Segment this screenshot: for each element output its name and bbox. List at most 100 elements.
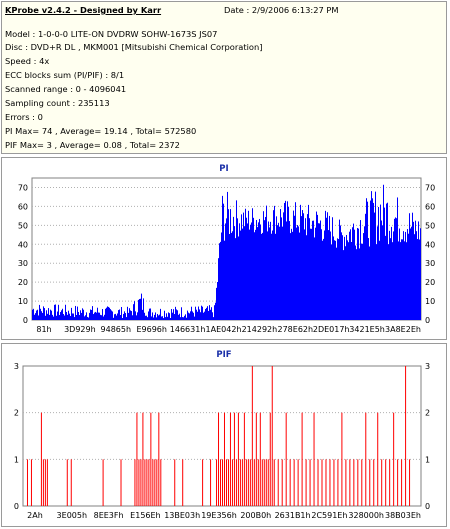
pi-bar [146,315,147,320]
pi-x-tick-label: E9696h [136,325,166,334]
pif-bar [40,412,42,506]
pi-bar [253,217,254,320]
pi-bar [239,223,240,320]
pi-bar [162,316,163,320]
pi-bar [102,309,103,320]
pi-bar [106,307,107,320]
pi-bar [234,226,235,320]
pi-bar [49,314,50,320]
pi-bar [359,248,360,320]
pi-bar [291,228,292,320]
pi-bar [116,315,117,320]
pi-bar [130,310,131,320]
pi-bar [64,315,65,320]
pif-bar [227,459,229,506]
pif-bar [255,412,257,506]
pi-bar [85,315,86,320]
pi-bar [344,236,345,320]
pif-bar [401,459,403,506]
pi-bar [293,210,294,320]
pif-bar [313,412,315,506]
pi-bar [119,309,120,320]
pi-bar [47,313,48,320]
pif-bar [361,459,363,506]
pi-bar [37,309,38,320]
pi-bar [76,314,77,320]
pi-bar [186,317,187,320]
pi-bar [135,311,136,320]
pi-bar [367,201,368,320]
pi-bar [183,317,184,320]
pi-bar [360,220,361,320]
app-title: KProbe v2.4.2 - Designed by Karr [5,5,162,15]
pif-x-tick-label: 13BE03h [164,511,200,520]
pi-bar [288,206,289,320]
pi-bar [314,237,315,320]
pi-bar [202,306,203,320]
pi-bar [203,312,204,320]
pi-bar [210,309,211,320]
pi-bar [264,220,265,320]
pif-bar [309,459,311,506]
pi-bar [336,247,337,320]
pi-bar [89,312,90,320]
pi-bar [391,226,392,320]
pif-x-tick-label: 3E005h [57,511,87,520]
pi-y-tick-left: 10 [18,297,28,306]
pi-bar [161,316,162,320]
pi-bar [140,298,141,320]
pi-bar [340,225,341,320]
pi-bar [165,317,166,320]
pi-bar [273,210,274,320]
pi-bar [251,222,252,320]
pi-bar [167,316,168,320]
pi-bar [80,310,81,320]
pi-bar [155,312,156,320]
pi-bar [258,222,259,320]
pi-bar [413,221,414,320]
pi-bar [379,240,380,320]
pi-bar [267,231,268,320]
pi-bar [399,228,400,320]
pi-bar [118,310,119,320]
pi-bar [254,232,255,320]
pi-bar [248,210,249,320]
pi-bar [69,313,70,320]
pi-bar [87,316,88,320]
pif-bar [333,459,335,506]
pif-bar [253,459,255,506]
pi-bar [91,309,92,320]
pi-bar [410,228,411,320]
pi-bar [266,205,267,320]
pi-bar [419,239,420,320]
pi-bar [225,223,226,320]
pif-bar [269,412,271,506]
pi-bar [306,235,307,320]
pi-bar [84,316,85,320]
pi-bar [231,232,232,320]
pi-bar [124,311,125,320]
pi-bar [62,308,63,320]
pi-bar [372,198,373,320]
pif-x-tick-label: 38B03Eh [385,511,421,520]
pi-bar [409,213,410,320]
pi-bar [415,220,416,320]
pif-bar [293,459,295,506]
pi-bar [194,316,195,320]
pi-bar [389,230,390,320]
pi-bar [310,228,311,320]
pi-bar [107,306,108,320]
pi-bar [411,226,412,320]
pi-x-tick-label: 81h [36,325,51,334]
pi-bar [242,228,243,320]
pif-bar [289,459,291,506]
pi-bar [354,229,355,320]
pif-bar [297,459,299,506]
pi-bar [394,218,395,320]
pi-bar [325,210,326,320]
pi-bar [179,313,180,320]
pif-bar [154,459,156,506]
pif-bar [239,459,241,506]
pi-bar [75,305,76,320]
pi-bar [247,223,248,320]
